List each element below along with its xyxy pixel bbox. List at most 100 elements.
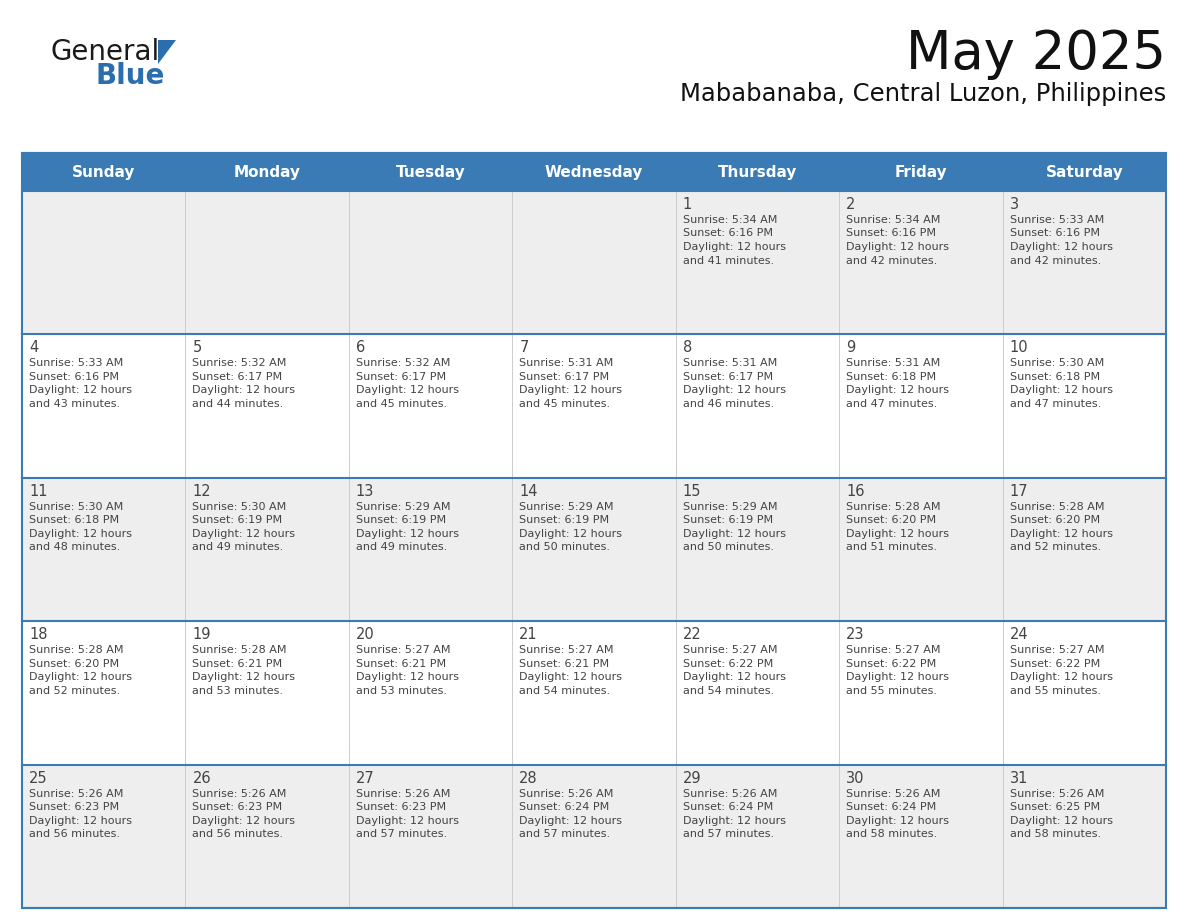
Text: Sunset: 6:16 PM: Sunset: 6:16 PM (846, 229, 936, 239)
Text: Daylight: 12 hours: Daylight: 12 hours (356, 672, 459, 682)
Text: and 54 minutes.: and 54 minutes. (683, 686, 773, 696)
Text: Daylight: 12 hours: Daylight: 12 hours (192, 672, 296, 682)
Text: Sunrise: 5:30 AM: Sunrise: 5:30 AM (192, 502, 286, 512)
Text: Sunset: 6:20 PM: Sunset: 6:20 PM (1010, 515, 1100, 525)
Text: 18: 18 (29, 627, 48, 643)
Text: Daylight: 12 hours: Daylight: 12 hours (846, 672, 949, 682)
Bar (23, 621, 1165, 765)
Text: Sunrise: 5:33 AM: Sunrise: 5:33 AM (1010, 215, 1104, 225)
Text: Sunset: 6:18 PM: Sunset: 6:18 PM (846, 372, 936, 382)
Text: 17: 17 (1010, 484, 1028, 498)
Text: Daylight: 12 hours: Daylight: 12 hours (29, 529, 132, 539)
Text: Friday: Friday (895, 164, 947, 180)
Text: Daylight: 12 hours: Daylight: 12 hours (683, 815, 785, 825)
Text: Monday: Monday (234, 164, 301, 180)
Text: Daylight: 12 hours: Daylight: 12 hours (29, 386, 132, 396)
Text: 11: 11 (29, 484, 48, 498)
Text: Sunset: 6:23 PM: Sunset: 6:23 PM (29, 802, 119, 812)
Text: General: General (50, 38, 159, 66)
Text: Daylight: 12 hours: Daylight: 12 hours (519, 672, 623, 682)
Text: Sunrise: 5:34 AM: Sunrise: 5:34 AM (846, 215, 941, 225)
Text: 4: 4 (29, 341, 38, 355)
Text: 15: 15 (683, 484, 701, 498)
Text: Sunrise: 5:27 AM: Sunrise: 5:27 AM (683, 645, 777, 655)
Text: Daylight: 12 hours: Daylight: 12 hours (1010, 815, 1113, 825)
Text: Daylight: 12 hours: Daylight: 12 hours (1010, 386, 1113, 396)
Text: and 57 minutes.: and 57 minutes. (519, 829, 611, 839)
Text: Sunset: 6:19 PM: Sunset: 6:19 PM (683, 515, 773, 525)
Text: Daylight: 12 hours: Daylight: 12 hours (1010, 529, 1113, 539)
Text: and 45 minutes.: and 45 minutes. (356, 399, 447, 409)
Text: and 53 minutes.: and 53 minutes. (192, 686, 284, 696)
Text: Sunrise: 5:26 AM: Sunrise: 5:26 AM (356, 789, 450, 799)
Text: Sunrise: 5:26 AM: Sunrise: 5:26 AM (846, 789, 941, 799)
Text: Sunrise: 5:27 AM: Sunrise: 5:27 AM (1010, 645, 1104, 655)
Text: Sunset: 6:21 PM: Sunset: 6:21 PM (519, 659, 609, 668)
Text: 1: 1 (683, 197, 691, 212)
Text: and 50 minutes.: and 50 minutes. (683, 543, 773, 553)
Text: Daylight: 12 hours: Daylight: 12 hours (1010, 242, 1113, 252)
Text: Sunrise: 5:29 AM: Sunrise: 5:29 AM (683, 502, 777, 512)
Text: Sunday: Sunday (72, 164, 135, 180)
Text: Daylight: 12 hours: Daylight: 12 hours (1010, 672, 1113, 682)
Text: and 47 minutes.: and 47 minutes. (1010, 399, 1101, 409)
Text: 10: 10 (1010, 341, 1028, 355)
Text: Sunrise: 5:28 AM: Sunrise: 5:28 AM (846, 502, 941, 512)
Text: Sunset: 6:16 PM: Sunset: 6:16 PM (683, 229, 772, 239)
Text: Daylight: 12 hours: Daylight: 12 hours (519, 386, 623, 396)
Text: and 56 minutes.: and 56 minutes. (192, 829, 284, 839)
Text: and 56 minutes.: and 56 minutes. (29, 829, 120, 839)
Text: and 51 minutes.: and 51 minutes. (846, 543, 937, 553)
Text: Sunset: 6:20 PM: Sunset: 6:20 PM (29, 659, 119, 668)
Text: 20: 20 (356, 627, 374, 643)
Text: and 52 minutes.: and 52 minutes. (29, 686, 120, 696)
Text: 13: 13 (356, 484, 374, 498)
Text: 14: 14 (519, 484, 538, 498)
Text: Thursday: Thursday (718, 164, 797, 180)
Text: Sunset: 6:16 PM: Sunset: 6:16 PM (29, 372, 119, 382)
Text: Wednesday: Wednesday (545, 164, 643, 180)
Text: Sunrise: 5:28 AM: Sunrise: 5:28 AM (29, 645, 124, 655)
Text: 21: 21 (519, 627, 538, 643)
Text: Sunset: 6:21 PM: Sunset: 6:21 PM (356, 659, 446, 668)
Text: Sunset: 6:17 PM: Sunset: 6:17 PM (683, 372, 773, 382)
Text: Sunset: 6:20 PM: Sunset: 6:20 PM (846, 515, 936, 525)
Text: Daylight: 12 hours: Daylight: 12 hours (683, 529, 785, 539)
Text: 5: 5 (192, 341, 202, 355)
Text: 16: 16 (846, 484, 865, 498)
Text: Daylight: 12 hours: Daylight: 12 hours (192, 815, 296, 825)
Text: 24: 24 (1010, 627, 1028, 643)
Text: and 44 minutes.: and 44 minutes. (192, 399, 284, 409)
Text: Sunset: 6:24 PM: Sunset: 6:24 PM (846, 802, 936, 812)
Text: 12: 12 (192, 484, 211, 498)
Text: Daylight: 12 hours: Daylight: 12 hours (519, 815, 623, 825)
Text: Daylight: 12 hours: Daylight: 12 hours (846, 242, 949, 252)
Text: 30: 30 (846, 770, 865, 786)
Bar (23, 765, 1165, 908)
Text: and 42 minutes.: and 42 minutes. (846, 255, 937, 265)
Text: Blue: Blue (95, 62, 164, 90)
Text: Sunset: 6:19 PM: Sunset: 6:19 PM (356, 515, 446, 525)
Text: Sunrise: 5:28 AM: Sunrise: 5:28 AM (1010, 502, 1104, 512)
Text: Daylight: 12 hours: Daylight: 12 hours (846, 386, 949, 396)
Text: Sunrise: 5:32 AM: Sunrise: 5:32 AM (356, 358, 450, 368)
Text: and 48 minutes.: and 48 minutes. (29, 543, 120, 553)
Text: 3: 3 (1010, 197, 1018, 212)
Text: Sunset: 6:19 PM: Sunset: 6:19 PM (519, 515, 609, 525)
Text: Sunset: 6:17 PM: Sunset: 6:17 PM (356, 372, 446, 382)
Text: Sunrise: 5:31 AM: Sunrise: 5:31 AM (683, 358, 777, 368)
Text: 19: 19 (192, 627, 211, 643)
Text: Daylight: 12 hours: Daylight: 12 hours (192, 529, 296, 539)
Text: and 52 minutes.: and 52 minutes. (1010, 543, 1101, 553)
Text: Daylight: 12 hours: Daylight: 12 hours (683, 672, 785, 682)
Text: 6: 6 (356, 341, 365, 355)
Text: Sunrise: 5:26 AM: Sunrise: 5:26 AM (519, 789, 614, 799)
Text: Sunset: 6:21 PM: Sunset: 6:21 PM (192, 659, 283, 668)
Text: Daylight: 12 hours: Daylight: 12 hours (683, 242, 785, 252)
Text: and 58 minutes.: and 58 minutes. (846, 829, 937, 839)
Text: Sunset: 6:16 PM: Sunset: 6:16 PM (1010, 229, 1100, 239)
Polygon shape (158, 40, 176, 64)
Text: Sunrise: 5:29 AM: Sunrise: 5:29 AM (519, 502, 614, 512)
Text: Daylight: 12 hours: Daylight: 12 hours (192, 386, 296, 396)
Text: and 47 minutes.: and 47 minutes. (846, 399, 937, 409)
